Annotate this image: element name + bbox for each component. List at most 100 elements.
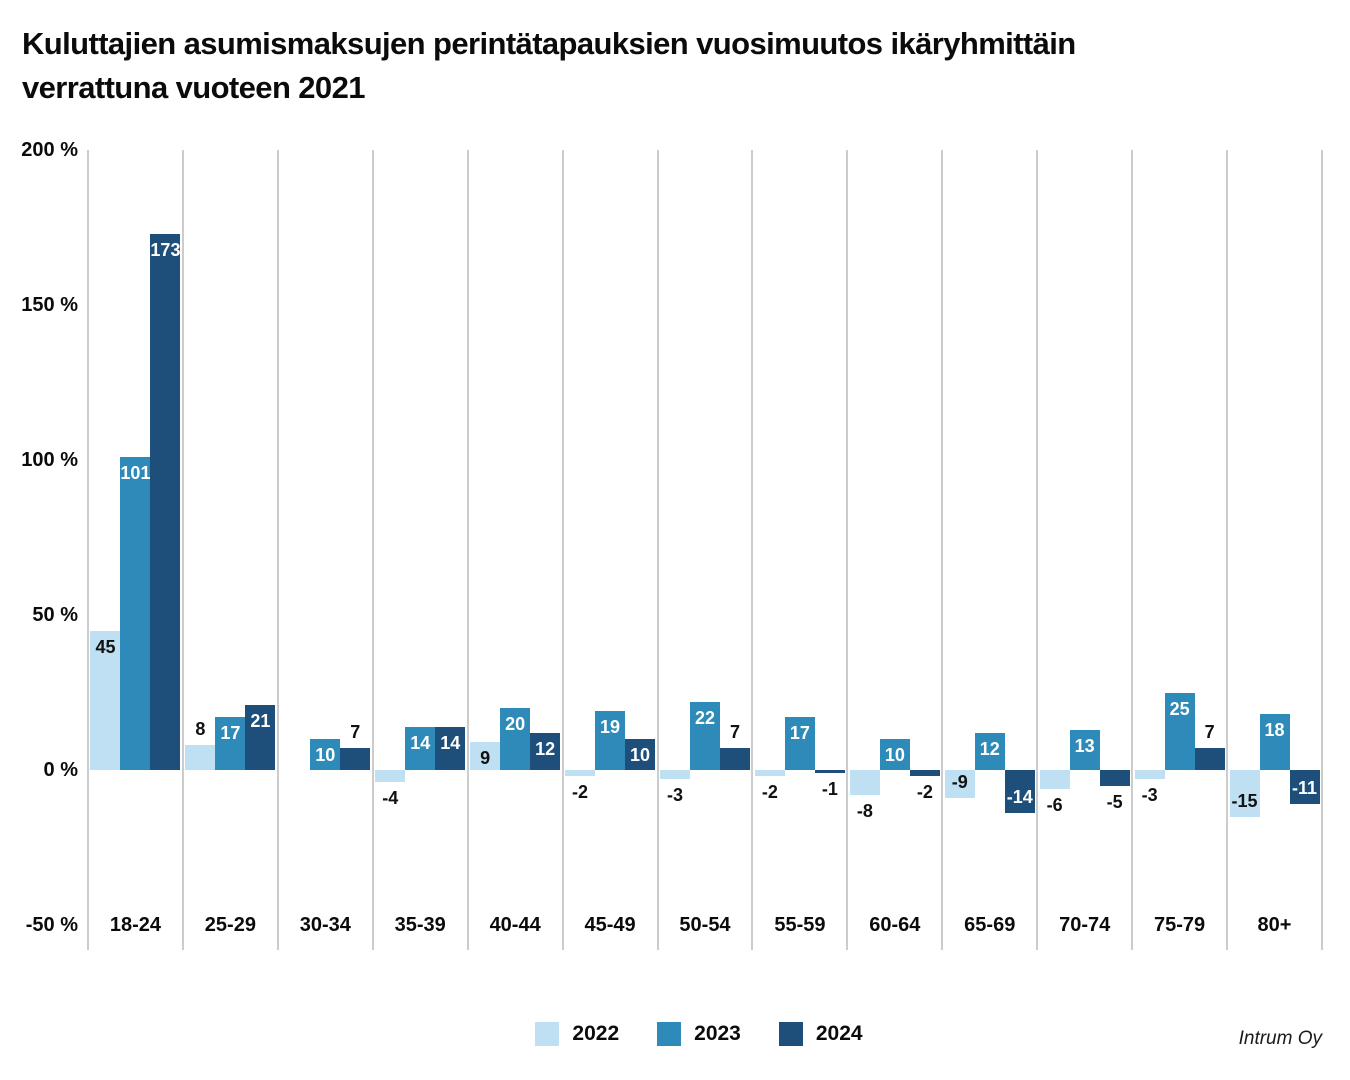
bar-2022-18-24 <box>90 630 121 770</box>
x-axis-label: 70-74 <box>1059 914 1111 936</box>
x-axis-label: 30-34 <box>299 914 351 936</box>
bar-value-label: 10 <box>630 745 651 765</box>
y-axis-tick: 200 % <box>21 139 78 161</box>
gridline <box>1131 150 1134 950</box>
bar-value-label: -3 <box>666 785 683 806</box>
bar-value-label: -6 <box>1046 794 1063 815</box>
gridline <box>371 150 374 950</box>
source-label: Intrum Oy <box>1238 1028 1322 1049</box>
bar-value-label: -15 <box>1231 790 1258 811</box>
gridline <box>1226 150 1229 950</box>
bar-value-label: 14 <box>410 732 431 753</box>
bar-2024-25-29 <box>245 704 276 770</box>
legend-swatch-2023 <box>657 1022 682 1046</box>
bar-value-label: 8 <box>195 719 206 740</box>
bar-2023-80+ <box>1259 714 1290 770</box>
legend-swatch-2022 <box>535 1022 560 1046</box>
x-axis-label: 45-49 <box>584 914 636 936</box>
bar-2024-18-24 <box>150 233 181 770</box>
bar-2022-80+ <box>1229 770 1260 817</box>
bar-2023-50-54 <box>690 701 720 770</box>
bar-2022-65-69 <box>944 770 975 798</box>
gridline <box>656 150 659 950</box>
chart-title-line-2: verrattuna vuoteen 2021 <box>22 70 365 105</box>
bar-value-label: 45 <box>95 636 116 657</box>
x-axis-label: 50-54 <box>679 914 731 936</box>
bar-value-label: 22 <box>694 707 716 728</box>
bar-2023-45-49 <box>595 711 626 770</box>
bar-2024-80+ <box>1289 770 1320 805</box>
x-axis-label: 35-39 <box>394 914 446 936</box>
chart-title: Kuluttajien asumismaksujen perintätapauk… <box>22 22 1076 110</box>
bar-value-label: -2 <box>572 782 589 803</box>
legend-item-2023: 2023 <box>657 1022 741 1046</box>
bar-2023-18-24 <box>120 456 151 770</box>
bar-value-label: 21 <box>250 710 271 731</box>
bar-2022-35-39 <box>375 770 406 783</box>
x-axis-label: 25-29 <box>204 914 256 936</box>
bar-value-label: 13 <box>1074 735 1095 756</box>
y-axis-tick: 150 % <box>21 294 78 316</box>
bar-2024-60-64 <box>909 770 940 777</box>
bar-2023-65-69 <box>974 732 1005 770</box>
legend-label: 2023 <box>694 1022 741 1045</box>
legend-item-2024: 2024 <box>778 1022 863 1046</box>
x-axis-label: 55-59 <box>774 914 826 936</box>
bar-2022-50-54 <box>660 770 690 780</box>
bar-value-label: 12 <box>535 738 556 759</box>
gridline <box>846 150 849 950</box>
bar-2024-50-54 <box>720 748 750 770</box>
bar-value-label: -2 <box>916 782 933 803</box>
bar-value-label: 7 <box>350 722 361 743</box>
chart-title-line-1: Kuluttajien asumismaksujen perintätapauk… <box>22 26 1076 61</box>
bar-2023-55-59 <box>784 717 815 770</box>
bar-value-label: 20 <box>505 714 526 734</box>
bar-2024-55-59 <box>814 770 845 774</box>
bar-2023-30-34 <box>310 739 341 770</box>
legend-label: 2022 <box>572 1022 620 1045</box>
legend: 2022 2023 2024 <box>24 1022 1350 1046</box>
bar-2022-55-59 <box>754 770 785 777</box>
y-axis-tick: 100 % <box>21 449 78 471</box>
y-axis-tick: 50 % <box>32 604 78 626</box>
bar-2022-70-74 <box>1039 770 1070 789</box>
bar-value-label: -4 <box>382 788 399 809</box>
x-axis-label: 75-79 <box>1154 914 1206 936</box>
bar-2022-60-64 <box>849 770 880 795</box>
bar-2022-25-29 <box>185 745 216 770</box>
x-axis-label: 60-64 <box>869 914 921 936</box>
bar-value-label: 7 <box>1204 722 1215 743</box>
bar-2023-40-44 <box>500 708 531 770</box>
bar-2024-75-79 <box>1194 748 1225 770</box>
x-axis-label: 40-44 <box>489 914 541 936</box>
bar-value-label: 25 <box>1169 698 1190 719</box>
gridline <box>1036 150 1039 950</box>
bar-value-label: -8 <box>856 800 873 821</box>
y-axis-tick: 0 % <box>43 759 78 781</box>
gridline <box>87 150 89 950</box>
bar-value-label: 12 <box>979 738 1000 759</box>
bar-value-label: 19 <box>600 717 621 738</box>
legend-label: 2024 <box>815 1022 863 1045</box>
bar-2024-65-69 <box>1004 770 1035 814</box>
bar-value-label: 18 <box>1264 720 1285 741</box>
bar-2023-60-64 <box>879 739 910 770</box>
bar-value-label: 10 <box>315 745 336 765</box>
bar-value-label: -2 <box>761 782 778 803</box>
bar-2024-30-34 <box>340 748 371 770</box>
x-axis-label: 80+ <box>1257 914 1292 936</box>
bar-value-label: -14 <box>1006 787 1033 808</box>
bar-2023-75-79 <box>1164 692 1195 770</box>
bar-value-label: 10 <box>884 745 905 765</box>
bar-value-label: -5 <box>1106 791 1123 812</box>
bar-value-label: 17 <box>220 723 241 744</box>
bar-value-label: -3 <box>1141 785 1158 806</box>
bar-2024-45-49 <box>625 739 656 770</box>
bar-2023-70-74 <box>1069 729 1100 770</box>
y-axis-tick: -50 % <box>25 914 78 936</box>
bar-value-label: -11 <box>1292 778 1318 799</box>
gridline <box>466 150 469 950</box>
bar-value-label: 14 <box>440 732 461 753</box>
gridline <box>941 150 944 950</box>
